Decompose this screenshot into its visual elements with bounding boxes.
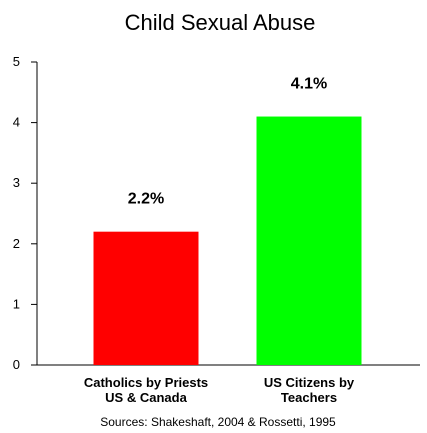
bars — [93, 116, 362, 365]
category-label: Catholics by Priests — [84, 375, 208, 390]
y-tick-label: 5 — [13, 54, 20, 69]
data-label: 2.2% — [128, 191, 164, 208]
source-note: Sources: Shakeshaft, 2004 & Rossetti, 19… — [100, 415, 336, 429]
y-tick-label: 2 — [13, 236, 20, 251]
y-tick-label: 0 — [13, 357, 20, 372]
category-label: US Citizens by — [264, 375, 355, 390]
category-label: US & Canada — [105, 390, 187, 405]
data-label: 4.1% — [291, 76, 327, 93]
bar — [93, 231, 199, 365]
category-label: Teachers — [281, 390, 337, 405]
bar — [256, 116, 362, 365]
y-tick-label: 1 — [13, 296, 20, 311]
y-axis: 0 1 2 3 4 5 — [13, 54, 38, 372]
y-tick-label: 4 — [13, 115, 20, 130]
chart-title: Child Sexual Abuse — [125, 10, 316, 35]
data-labels: 2.2% 4.1% — [128, 76, 327, 208]
y-tick-label: 3 — [13, 175, 20, 190]
